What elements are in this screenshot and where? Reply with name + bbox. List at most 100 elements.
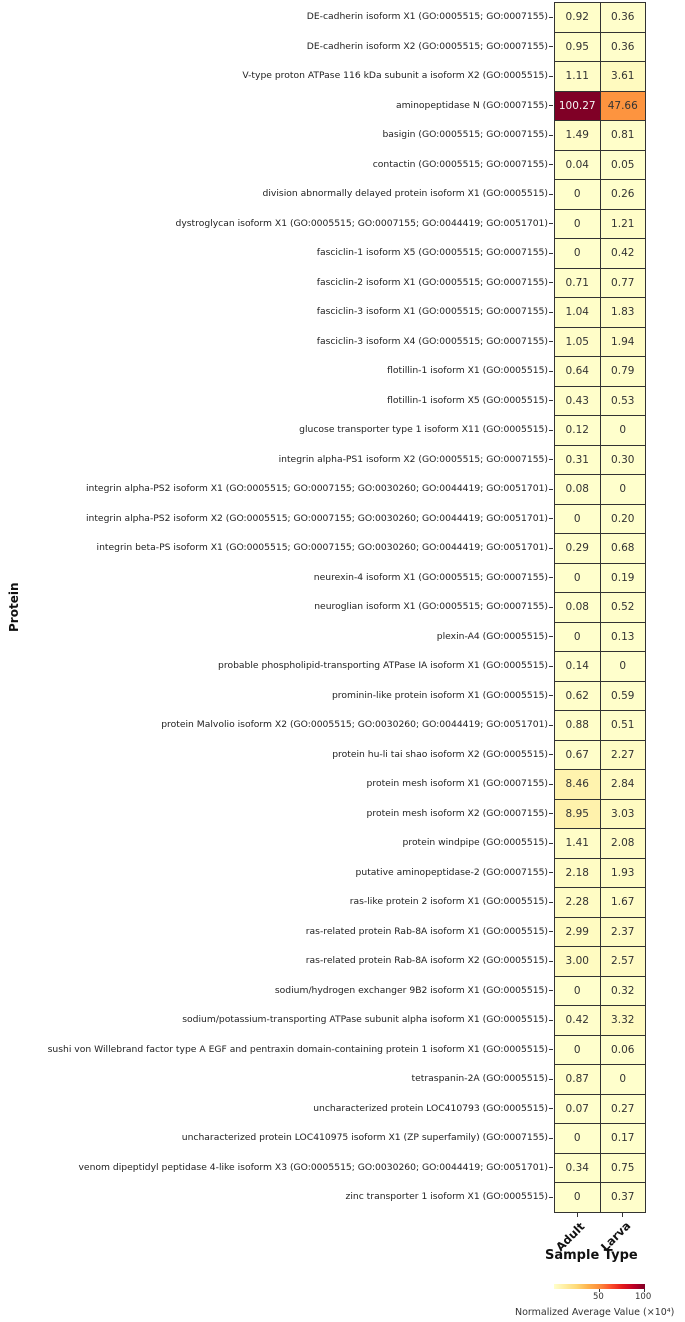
heatmap-cell-adult: 2.28 [555,888,601,918]
heatmap-cell-adult: 0.12 [555,416,601,446]
heatmap-cell-larva: 1.83 [600,298,646,328]
y-tick-label: flotillin-1 isoform X5 (GO:0005515) [387,394,548,406]
heatmap-cell-larva: 0.81 [600,121,646,151]
y-tick-mark [549,164,553,166]
colorbar [554,1284,645,1289]
y-tick-label: integrin beta-PS isoform X1 (GO:0005515;… [96,542,548,553]
heatmap-cell-adult: 8.95 [555,799,601,829]
y-tick-mark [549,783,553,785]
heatmap-cell-larva: 0.75 [600,1153,646,1183]
heatmap-cell-adult: 0.29 [555,534,601,564]
heatmap-cell-larva: 3.61 [600,62,646,92]
y-tick-mark [549,134,553,136]
heatmap-cell-larva: 3.03 [600,799,646,829]
colorbar-tick-label: 50 [593,1292,604,1302]
heatmap-cell-larva: 0.19 [600,563,646,593]
x-tick-mark [576,1212,578,1217]
y-tick-mark [549,1019,553,1021]
heatmap-cell-larva: 2.57 [600,947,646,977]
heatmap-cell-larva: 1.93 [600,858,646,888]
y-tick-label: fasciclin-2 isoform X1 (GO:0005515; GO:0… [316,276,548,288]
heatmap-cell-larva: 0.06 [600,1035,646,1065]
heatmap-cell-adult: 0.92 [555,3,601,33]
y-tick-label: fasciclin-3 isoform X1 (GO:0005515; GO:0… [316,306,548,317]
y-tick-label: probable phospholipid-transporting ATPas… [218,660,548,671]
heatmap-cell-adult: 0.14 [555,652,601,682]
y-tick-label: neurexin-4 isoform X1 (GO:0005515; GO:00… [313,571,548,583]
heatmap-cell-adult: 0.95 [555,32,601,62]
heatmap-cell-adult: 1.41 [555,829,601,859]
y-tick-mark [549,695,553,697]
heatmap-cell-larva: 0.77 [600,268,646,298]
y-tick-mark [549,842,553,844]
heatmap-cell-adult: 0.07 [555,1094,601,1124]
heatmap-cell-larva: 0.30 [600,445,646,475]
heatmap-grid: 0.92 0.36 0.95 0.36 1.11 3.61 100.27 47.66 1.49 0… [554,2,646,1213]
y-axis-title: Protein [7,582,21,633]
colorbar-tick [644,1289,645,1292]
heatmap-cell-larva: 2.27 [600,740,646,770]
y-tick-mark [549,488,553,490]
heatmap-cell-larva: 0.52 [600,593,646,623]
y-tick-mark [549,1196,553,1198]
y-tick-mark [549,46,553,48]
heatmap-cell-adult: 0 [555,209,601,239]
y-tick-mark [549,223,553,225]
heatmap-cell-larva: 47.66 [600,91,646,121]
heatmap-cell-adult: 1.11 [555,62,601,92]
y-tick-label: uncharacterized protein LOC410975 isofor… [181,1132,548,1143]
y-tick-label: integrin alpha-PS1 isoform X2 (GO:000551… [278,453,548,465]
y-tick-mark [549,665,553,667]
heatmap-cell-larva: 2.84 [600,770,646,800]
y-tick-label: DE-cadherin isoform X2 (GO:0005515; GO:0… [306,40,548,52]
y-tick-label: contactin (GO:0005515; GO:0007155) [372,158,548,170]
heatmap-cell-adult: 0.31 [555,445,601,475]
y-tick-mark [549,1049,553,1051]
heatmap-cell-adult: 0 [555,976,601,1006]
heatmap-cell-adult: 0 [555,1124,601,1154]
y-tick-mark [549,518,553,520]
heatmap-cell-larva: 2.37 [600,917,646,947]
heatmap-cell-larva: 0.68 [600,534,646,564]
y-tick-mark [549,547,553,549]
heatmap-cell-adult: 0 [555,1183,601,1213]
y-tick-mark [549,1137,553,1139]
y-tick-mark [549,429,553,431]
y-tick-label: protein mesh isoform X2 (GO:0007155) [366,807,548,819]
y-tick-label: sodium/hydrogen exchanger 9B2 isoform X1… [274,984,548,996]
y-tick-label: ras-like protein 2 isoform X1 (GO:000551… [349,896,548,907]
y-tick-mark [549,282,553,284]
heatmap-cell-adult: 0.71 [555,268,601,298]
y-tick-mark [549,1167,553,1169]
heatmap-cell-adult: 8.46 [555,770,601,800]
heatmap-cell-larva: 0.37 [600,1183,646,1213]
heatmap-cell-adult: 0.42 [555,1006,601,1036]
y-tick-label: dystroglycan isoform X1 (GO:0005515; GO:… [175,217,549,229]
heatmap-cell-adult: 1.04 [555,298,601,328]
y-tick-mark [549,931,553,933]
heatmap-cell-adult: 0 [555,1035,601,1065]
y-tick-label: ras-related protein Rab-8A isoform X2 (G… [305,955,548,966]
y-tick-mark [549,311,553,313]
heatmap-cell-adult: 0.08 [555,593,601,623]
heatmap-cell-adult: 0.67 [555,740,601,770]
colorbar-tick-label: 100 [635,1292,652,1302]
y-tick-label: protein windpipe (GO:0005515) [402,837,548,848]
y-tick-label: fasciclin-1 isoform X5 (GO:0005515; GO:0… [316,247,548,258]
heatmap-cell-larva: 0.36 [600,3,646,33]
y-tick-label: prominin-like protein isoform X1 (GO:000… [331,689,548,701]
heatmap-cell-larva: 0.05 [600,150,646,180]
heatmap-cell-larva: 2.08 [600,829,646,859]
heatmap-cell-adult: 2.99 [555,917,601,947]
y-tick-label: venom dipeptidyl peptidase 4-like isofor… [78,1161,548,1173]
y-tick-mark [549,577,553,579]
y-tick-label: integrin alpha-PS2 isoform X2 (GO:000551… [85,512,548,524]
heatmap-cell-larva: 0 [600,652,646,682]
heatmap-cell-adult: 0 [555,622,601,652]
heatmap-cell-adult: 0.88 [555,711,601,741]
y-tick-mark [549,960,553,962]
heatmap-cell-adult: 0.87 [555,1065,601,1095]
y-tick-label: fasciclin-3 isoform X4 (GO:0005515; GO:0… [316,335,548,347]
y-tick-label: plexin-A4 (GO:0005515) [436,630,548,642]
